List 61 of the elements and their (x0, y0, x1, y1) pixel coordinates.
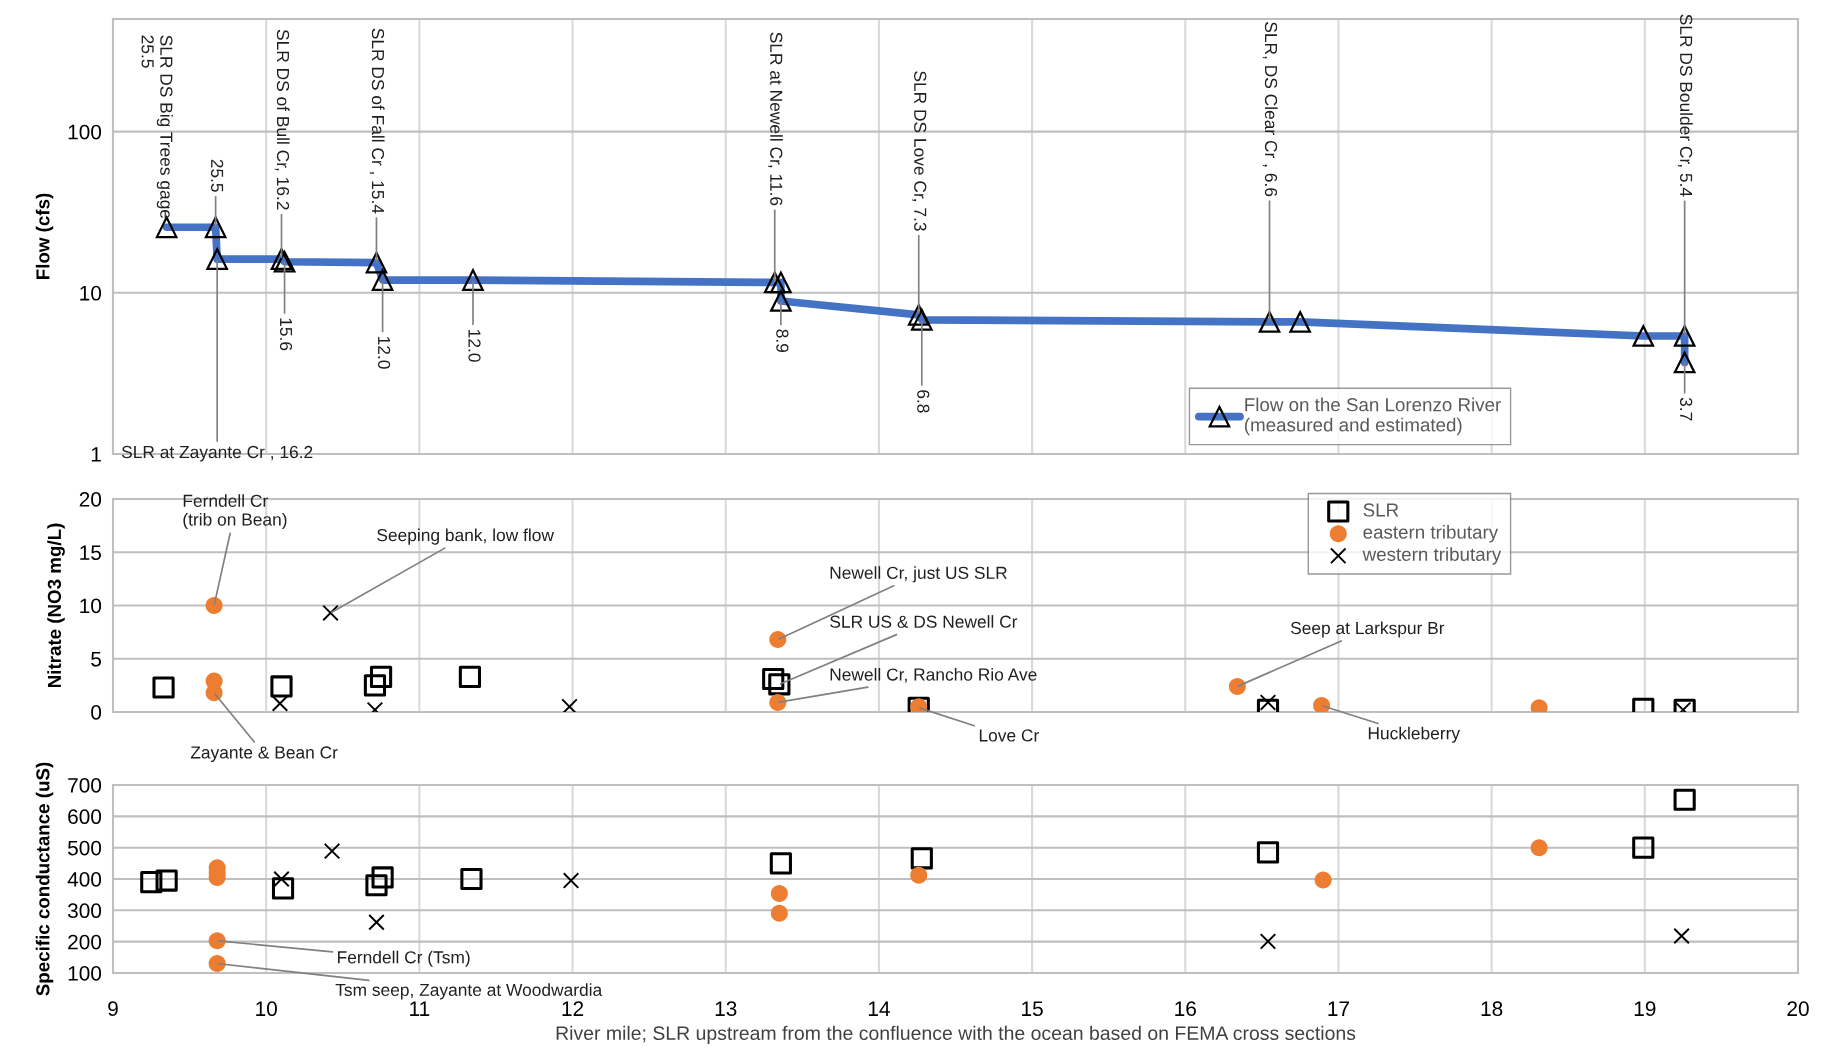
y-tick-label: 100 (68, 966, 102, 981)
legend-label: SLR (1363, 503, 1399, 517)
x-tick-label: 15 (1022, 1001, 1043, 1017)
y-tick-label: 1 (91, 447, 101, 462)
y-tick-label: 5 (91, 651, 102, 667)
annotation: SLR at Newell Cr, 11.6 (768, 32, 783, 206)
y-tick-label: 300 (67, 903, 102, 919)
x-tick-label: 12 (562, 1001, 584, 1016)
legend-label: Flow on the San Lorenzo River (measured and estimated) (1244, 397, 1501, 436)
annotation: 15.6 (279, 318, 293, 351)
legend-label: eastern tributary (1363, 525, 1499, 543)
annotation: SLR, DS Clear Cr , 6.6 (1262, 22, 1278, 197)
annotation: Love Cr (979, 729, 1039, 742)
y-axis-title: Nitrate (NO3 mg/L) (47, 523, 65, 688)
annotation: Seep at Larkspur Br (1290, 621, 1445, 638)
x-tick-label: 20 (1787, 1001, 1809, 1017)
x-tick-label: 11 (410, 1001, 430, 1016)
annotation: Newell Cr, Rancho Rio Ave (830, 667, 1037, 683)
x-axis-title: River mile; SLR upstream from the confluence with the ocean based on FEMA cross sections (556, 1025, 1356, 1044)
y-axis-title: Flow (cfs) (35, 193, 54, 279)
x-tick-label: 10 (256, 1001, 277, 1017)
annotation: SLR DS of Bull Cr, 16.2 (274, 29, 290, 210)
annotation: 12.0 (468, 330, 481, 362)
annotation: SLR DS Big Trees gage 25.5 (141, 35, 173, 219)
y-tick-label: 10 (80, 598, 102, 614)
x-tick-label: 13 (715, 1001, 737, 1017)
x-tick-label: 17 (1328, 1001, 1349, 1016)
annotation: 25.5 (210, 159, 224, 192)
annotation: Ferndell Cr (trib on Bean) (183, 494, 287, 530)
y-tick-label: 600 (68, 809, 102, 825)
annotation: 6.8 (917, 390, 930, 413)
y-tick-label: 700 (68, 778, 102, 793)
annotation: Ferndell Cr (Tsm) (338, 950, 470, 967)
annotation: 12.0 (377, 336, 391, 369)
annotation: SLR DS Love Cr, 7.3 (912, 71, 927, 231)
x-tick-label: 19 (1634, 1001, 1656, 1017)
y-tick-label: 100 (68, 124, 102, 140)
annotation: SLR DS Boulder Cr, 5.4 (1677, 14, 1693, 197)
y-tick-label: 500 (67, 840, 102, 856)
annotation: 3.7 (1679, 397, 1693, 421)
annotation: Seeping bank, low flow (377, 528, 554, 545)
x-tick-label: 14 (868, 1001, 890, 1016)
y-axis-title: Specific conductance (uS) (35, 762, 54, 996)
annotation: Newell Cr, just US SLR (830, 566, 1007, 583)
y-tick-label: 15 (80, 545, 102, 560)
x-tick-label: 9 (108, 1001, 118, 1017)
y-tick-label: 0 (91, 705, 102, 720)
x-tick-label: 18 (1481, 1001, 1503, 1017)
legend-label: western tributary (1362, 547, 1502, 565)
annotation: SLR at Zayante Cr , 16.2 (121, 445, 313, 462)
annotation: Zayante & Bean Cr (190, 746, 338, 763)
x-tick-label: 16 (1175, 1001, 1196, 1017)
y-tick-label: 10 (80, 285, 102, 301)
annotation: SLR DS of Fall Cr , 15.4 (369, 28, 385, 214)
y-tick-label: 20 (79, 492, 102, 507)
annotation: Tsm seep, Zayante at Woodwardia (335, 983, 603, 1000)
annotation: 8.9 (776, 329, 789, 353)
annotation: Huckleberry (1368, 726, 1461, 743)
y-tick-label: 200 (68, 934, 102, 950)
annotation: SLR US & DS Newell Cr (830, 615, 1018, 628)
y-tick-label: 400 (67, 872, 102, 887)
